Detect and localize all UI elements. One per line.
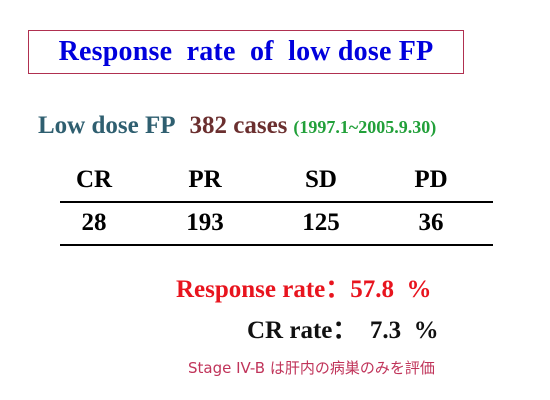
value-sd: 125 xyxy=(302,209,340,236)
subtitle-label: Low dose FP xyxy=(38,112,176,139)
table-divider-bottom xyxy=(60,244,493,246)
header-cr: CR xyxy=(75,166,113,193)
header-pr: PR xyxy=(188,166,222,193)
stage-note: Stage IV-B は肝内の病巣のみを評価 xyxy=(188,359,435,377)
value-cr: 28 xyxy=(81,209,107,236)
header-pd: PD xyxy=(414,166,448,193)
cr-rate: CR rate： 7.3 % xyxy=(247,317,439,344)
case-count: 382 cases xyxy=(189,112,288,139)
title-box: Response rate of low dose FP xyxy=(28,30,464,74)
slide-title: Response rate of low dose FP xyxy=(58,36,434,67)
header-sd: SD xyxy=(305,166,337,193)
date-range: (1997.1~2005.9.30) xyxy=(293,117,437,137)
value-pd: 36 xyxy=(418,209,444,236)
value-pr: 193 xyxy=(186,209,224,236)
table-divider-top xyxy=(60,201,493,203)
response-rate: Response rate：57.8 % xyxy=(176,276,432,303)
subtitle-line: Low dose FP 382 cases (1997.1~2005.9.30) xyxy=(38,112,436,140)
